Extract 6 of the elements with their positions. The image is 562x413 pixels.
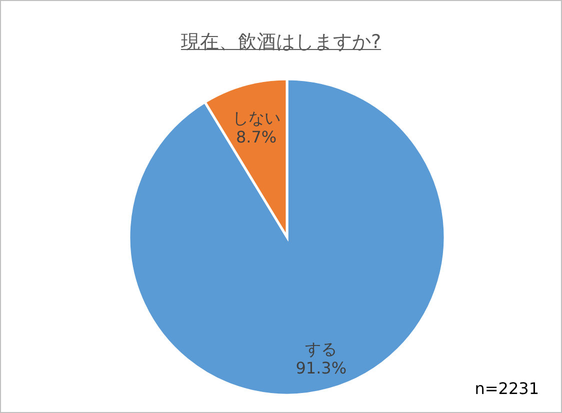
chart-title: 現在、飲酒はしますか? (180, 30, 382, 55)
text: n=2231 (474, 379, 539, 398)
data-label: 91.3% (296, 358, 347, 378)
slice-label: する (305, 340, 338, 359)
data-label: 8.7% (236, 127, 277, 146)
slice-label: しない (232, 108, 280, 128)
